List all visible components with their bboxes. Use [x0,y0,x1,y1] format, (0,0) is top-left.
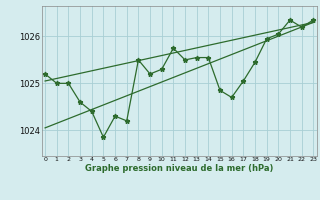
X-axis label: Graphe pression niveau de la mer (hPa): Graphe pression niveau de la mer (hPa) [85,164,273,173]
